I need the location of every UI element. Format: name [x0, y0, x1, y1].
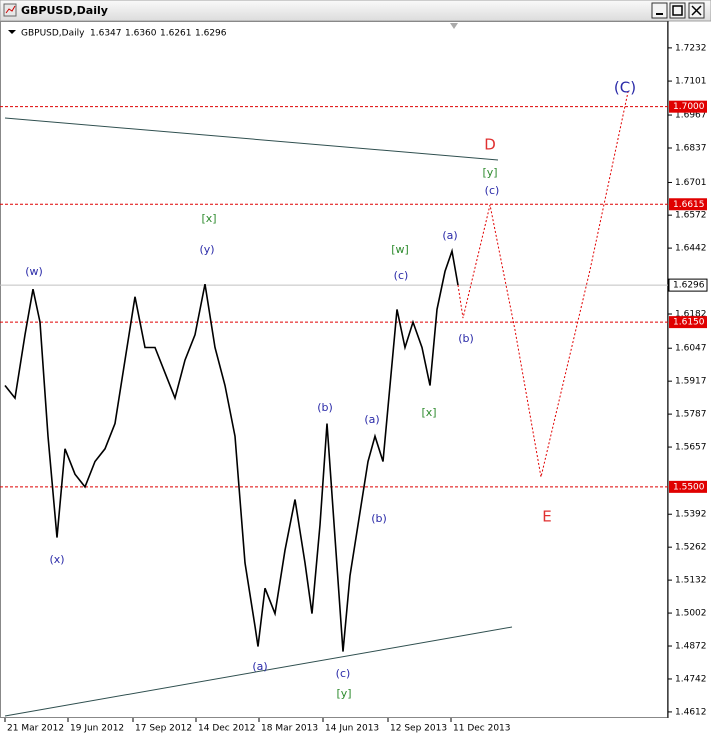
wave-label: (C): [614, 79, 636, 97]
maximize-glyph: [672, 5, 683, 16]
y-tick-label: 1.6837: [675, 143, 707, 153]
x-tick-label: 21 Mar 2012: [7, 724, 64, 734]
y-tick-label: 1.5917: [675, 377, 707, 387]
wave-label: [y]: [482, 166, 497, 179]
minimize-button[interactable]: [651, 2, 668, 19]
y-tick-label: 1.6967: [675, 111, 707, 121]
wave-label: [y]: [336, 687, 351, 700]
y-tick-label: 1.6182: [675, 310, 707, 320]
level-label: 1.5500: [673, 482, 705, 492]
y-tick-label: 1.6442: [675, 244, 707, 254]
x-tick-label: 19 Jun 2012: [70, 724, 124, 734]
symbol-label: GBPUSD,Daily: [21, 29, 85, 39]
wave-label: (a): [364, 413, 379, 426]
bid-tag: [668, 278, 708, 292]
level-tag: [669, 100, 707, 113]
y-tick-label: 1.6047: [675, 344, 707, 354]
wave-label: (w): [25, 265, 43, 278]
shift-marker: [450, 23, 458, 29]
ohlc-low: 1.6261: [160, 29, 192, 39]
window-title: GBPUSD,Daily: [21, 4, 108, 17]
menu-arrow: [8, 30, 16, 34]
x-tick-label: 18 Mar 2013: [261, 724, 318, 734]
forecast-path: [457, 91, 629, 478]
bid-label: 1.6296: [673, 281, 705, 291]
level-tag: [669, 480, 707, 493]
wave-label: E: [542, 508, 551, 526]
y-tick-label: 1.4612: [675, 707, 707, 717]
trend-line: [4, 117, 499, 161]
ohlc-open: 1.6347: [90, 29, 122, 39]
wave-label: D: [484, 136, 496, 154]
y-tick-label: 1.4872: [675, 642, 707, 652]
y-tick-label: 1.5002: [675, 609, 707, 619]
window-icon-glyph: [5, 5, 16, 14]
close-glyph: [691, 5, 702, 16]
y-tick-label: 1.6701: [675, 178, 707, 188]
ohlc-close: 1.6296: [195, 29, 227, 39]
y-tick-label: 1.5392: [675, 510, 707, 520]
wave-label: [x]: [201, 212, 216, 225]
level-label: 1.7000: [673, 102, 705, 112]
y-tick-label: 1.6572: [675, 211, 707, 221]
window-buttons[interactable]: [651, 2, 705, 19]
wave-label: [w]: [391, 243, 409, 256]
plot-area: [0, 21, 668, 718]
price-line: [4, 247, 459, 652]
y-tick-label: 1.7232: [675, 43, 707, 53]
y-tick-label: 1.5132: [675, 576, 707, 586]
wave-label: (c): [485, 184, 500, 197]
x-tick-label: 17 Sep 2012: [135, 724, 192, 734]
y-tick-label: 1.5262: [675, 543, 707, 553]
wave-label: (c): [394, 269, 409, 282]
ohlc-high: 1.6360: [125, 29, 157, 39]
level-label: 1.6615: [673, 200, 705, 210]
wave-label: (y): [199, 243, 214, 256]
wave-label: [x]: [421, 406, 436, 419]
x-tick-label: 14 Jun 2013: [325, 724, 379, 734]
x-tick-label: 12 Sep 2013: [390, 724, 447, 734]
wave-label: (a): [442, 229, 457, 242]
wave-label: (a): [252, 660, 267, 673]
trend-line: [4, 626, 513, 717]
wave-label: (b): [317, 401, 333, 414]
wave-label: (b): [371, 512, 387, 525]
level-label: 1.6150: [673, 318, 705, 328]
level-tag: [669, 316, 707, 329]
x-tick-label: 14 Dec 2012: [198, 724, 256, 734]
wave-label: (b): [458, 332, 474, 345]
y-tick-label: 1.5787: [675, 410, 707, 420]
level-tag: [669, 198, 707, 211]
x-tick-label: 11 Dec 2013: [453, 724, 511, 734]
wave-label: (x): [49, 553, 64, 566]
wave-label: (c): [336, 667, 351, 680]
y-tick-label: 1.7101: [675, 77, 707, 87]
y-tick-label: 1.5657: [675, 443, 707, 453]
y-tick-label: 1.4742: [675, 674, 707, 684]
